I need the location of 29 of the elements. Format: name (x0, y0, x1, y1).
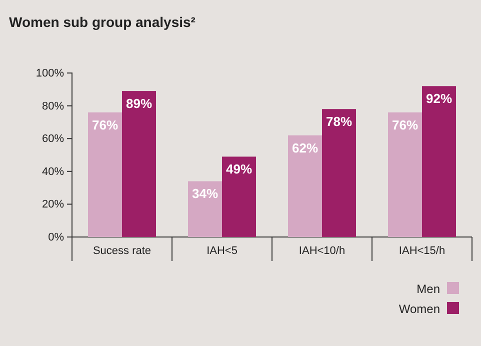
chart-title: Women sub group analysis² (9, 14, 196, 30)
bar (422, 86, 456, 237)
bar (222, 156, 256, 237)
y-tick-label: 0% (48, 232, 64, 244)
bar (388, 112, 422, 237)
x-tick-label: IAH<5 (206, 244, 238, 257)
y-tick-label: 100% (36, 68, 64, 80)
data-label: 92% (426, 91, 452, 106)
x-tick-label: Sucess rate (92, 244, 152, 257)
data-label: 89% (126, 96, 152, 112)
x-tick-label: IAH<10/h (298, 244, 346, 257)
data-label: 78% (326, 114, 352, 130)
bar (188, 181, 222, 237)
bar (88, 112, 122, 237)
data-label: 34% (192, 186, 218, 202)
data-label: 76% (92, 117, 118, 132)
y-tick-label: 20% (42, 198, 64, 211)
data-label: 49% (226, 162, 252, 177)
y-tick-label: 60% (42, 133, 64, 146)
bar (122, 91, 156, 237)
legend-label: Women (398, 302, 440, 316)
data-label: 76% (392, 117, 418, 132)
bar (322, 109, 356, 237)
data-label: 62% (292, 140, 318, 156)
y-tick-label: 80% (42, 100, 64, 112)
y-tick-label: 40% (42, 166, 64, 178)
bar (288, 135, 322, 237)
x-tick-label: IAH<15/h (398, 244, 446, 257)
legend-label: Men (416, 282, 440, 296)
